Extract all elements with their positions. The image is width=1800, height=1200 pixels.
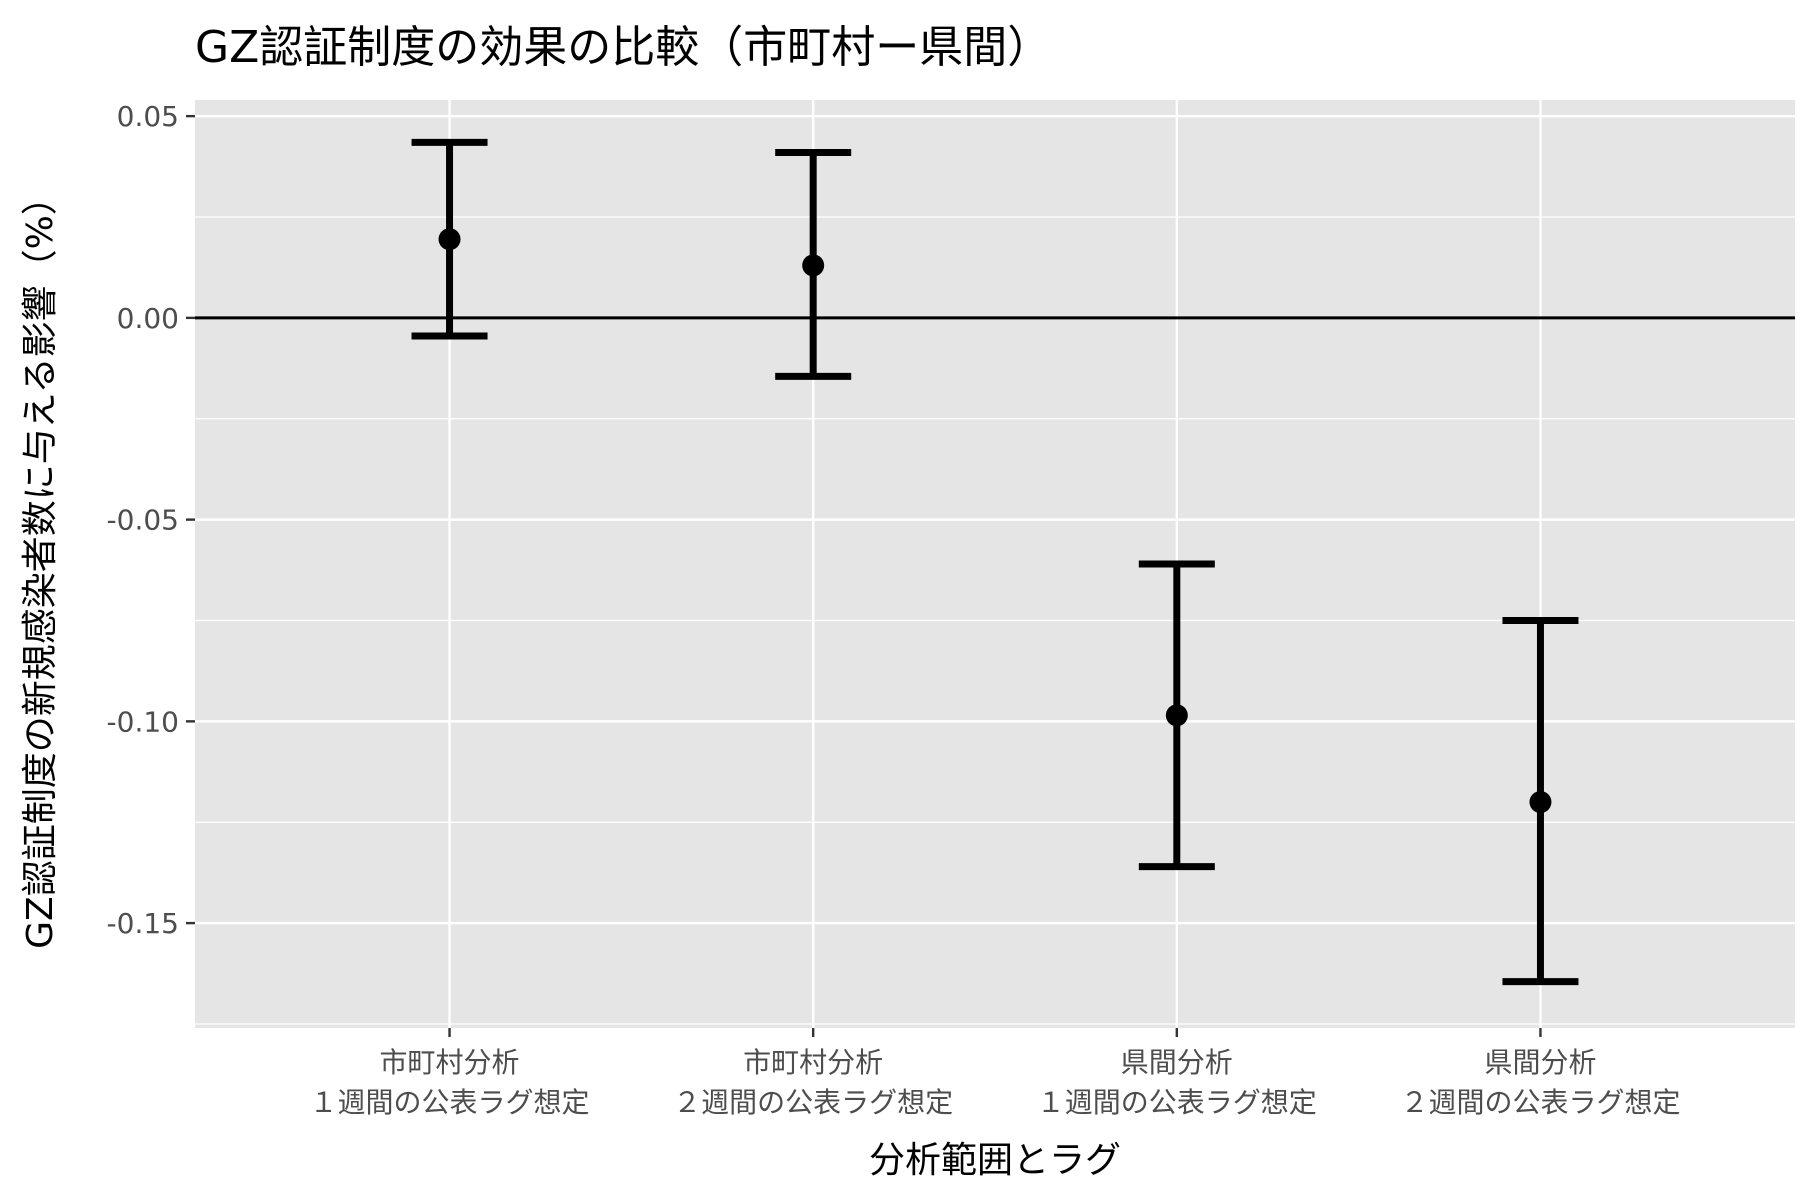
plot-panel <box>195 100 1795 1028</box>
x-axis: 市町村分析１週間の公表ラグ想定市町村分析２週間の公表ラグ想定県間分析１週間の公表… <box>310 1028 1680 1119</box>
x-category-label-line2: ２週間の公表ラグ想定 <box>1400 1086 1680 1119</box>
y-tick-label: 0.05 <box>117 100 179 133</box>
x-category-label-line1: 市町村分析 <box>743 1046 883 1079</box>
errorbar-group <box>775 148 852 380</box>
x-axis-title: 分析範囲とラグ <box>869 1140 1121 1181</box>
errorbar-group <box>1502 616 1579 986</box>
y-tick-label: -0.15 <box>107 907 179 940</box>
x-category-label-line2: １週間の公表ラグ想定 <box>1037 1086 1317 1119</box>
errorbar-group <box>1138 560 1215 871</box>
point-estimate <box>802 254 825 277</box>
point-estimate <box>1165 704 1188 727</box>
errorbar-group <box>411 138 488 340</box>
marks-layer <box>411 138 1579 986</box>
point-estimate <box>1529 791 1552 814</box>
x-category-label-line1: 県間分析 <box>1121 1046 1233 1079</box>
y-axis-title: GZ認証制度の新規感染者数に与える影響（%） <box>20 179 61 949</box>
y-tick-label: -0.10 <box>107 705 179 738</box>
y-axis: 0.05 0.00 -0.05 -0.10 -0.15 <box>107 100 195 940</box>
x-category-label-line2: ２週間の公表ラグ想定 <box>673 1086 953 1119</box>
point-estimate <box>438 228 461 251</box>
y-tick-label: 0.00 <box>117 302 179 335</box>
x-category-label-line1: 市町村分析 <box>380 1046 520 1079</box>
chart-title: GZ認証制度の効果の比較（市町村ー県間） <box>195 22 1051 73</box>
x-category-label-line1: 県間分析 <box>1484 1046 1596 1079</box>
x-category-label-line2: １週間の公表ラグ想定 <box>310 1086 590 1119</box>
y-tick-label: -0.05 <box>107 504 179 537</box>
